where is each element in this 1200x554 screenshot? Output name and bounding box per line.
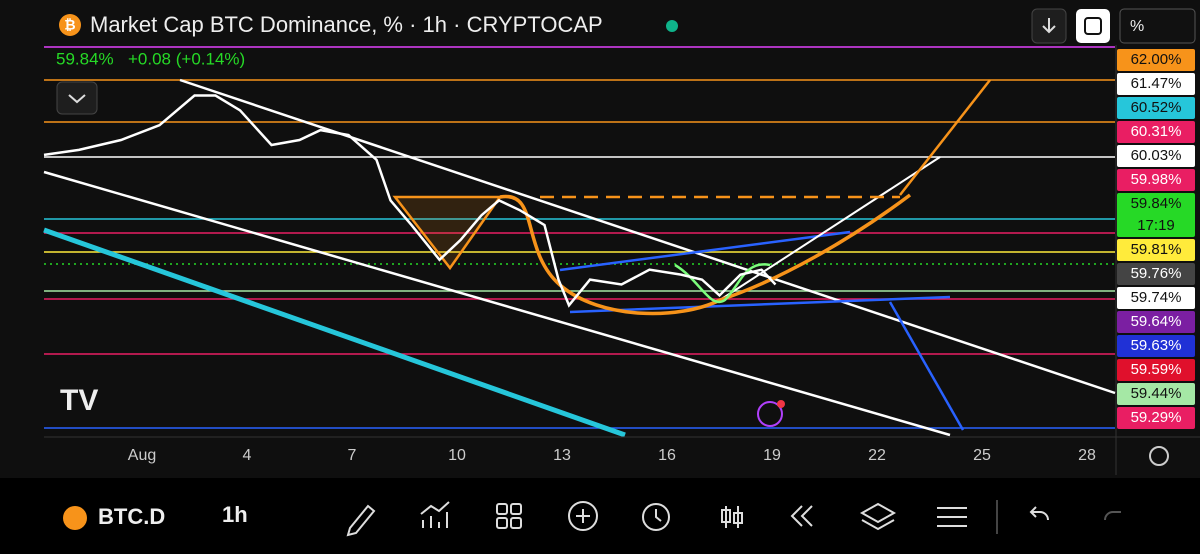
scale-button[interactable] [1119, 8, 1196, 44]
symbol-icon [63, 506, 87, 530]
x-tick-label: Aug [128, 447, 156, 464]
price-label-box [1117, 335, 1195, 357]
price-label-box [1117, 263, 1195, 285]
price-label: 59.44% [1131, 385, 1182, 402]
plot [43, 94, 777, 308]
price-label: 60.03% [1131, 147, 1182, 164]
collapse-icon [68, 94, 86, 104]
countdown: 17:19 [1137, 217, 1175, 234]
scale-button-label: % [1130, 18, 1144, 35]
layouts[interactable] [496, 503, 508, 515]
x-tick-label: 7 [348, 447, 357, 464]
collapse-button[interactable] [56, 81, 98, 115]
interval[interactable]: 1h [222, 502, 248, 527]
toolbar-icons [346, 500, 1121, 537]
fullscreen-icon [1084, 17, 1102, 35]
replay[interactable] [790, 505, 813, 527]
price-label-box [1117, 359, 1195, 381]
price-label: 60.52% [1131, 99, 1182, 116]
btc-icon [59, 14, 81, 36]
price-label: 59.59% [1131, 361, 1182, 378]
price-label-box [1117, 73, 1195, 95]
x-tick-label: 22 [868, 447, 886, 464]
x-tick-label: 25 [973, 447, 991, 464]
price-label-box [1117, 287, 1195, 309]
drawings [43, 78, 1116, 438]
price-label: 60.31% [1131, 123, 1182, 140]
price-label: 59.76% [1131, 265, 1182, 282]
fullscreen-button[interactable] [1076, 9, 1110, 43]
price-label-box [1117, 49, 1195, 71]
price-label: 59.63% [1131, 337, 1182, 354]
price-label-box [1117, 145, 1195, 167]
price-label-box [1117, 169, 1195, 191]
objects[interactable] [859, 502, 897, 531]
x-tick-label: 10 [448, 447, 466, 464]
x-tick-label: 28 [1078, 447, 1096, 464]
price-label-box [1117, 383, 1195, 405]
status-dot [666, 20, 678, 32]
indicators[interactable] [420, 501, 450, 528]
draw-tool[interactable] [346, 504, 376, 537]
chart-title: Market Cap BTC Dominance, % · 1h · CRYPT… [90, 12, 603, 37]
price-label: 59.29% [1131, 409, 1182, 426]
alert-dot [777, 400, 785, 408]
settings[interactable] [937, 507, 967, 527]
price-line [43, 94, 777, 308]
price-label: 62.00% [1131, 51, 1182, 68]
price-label: 59.81% [1131, 241, 1182, 258]
download-icon [1042, 18, 1056, 34]
tv-logo: TV [60, 384, 98, 417]
x-tick-label: 16 [658, 447, 676, 464]
price-label: 59.84% [1131, 195, 1182, 212]
x-tick-label: 4 [243, 447, 252, 464]
price-label-box [1117, 407, 1195, 429]
settings-icon[interactable] [1149, 446, 1169, 466]
btc-icon-glyph: ₿ [64, 17, 75, 33]
price-label: 59.98% [1131, 171, 1182, 188]
price-label: 59.64% [1131, 313, 1182, 330]
price-label-box [1117, 193, 1195, 237]
price-change: +0.08 (+0.14%) [128, 49, 245, 68]
last-price: 59.84% [56, 49, 114, 68]
price-label: 59.74% [1131, 289, 1182, 306]
add[interactable] [568, 501, 598, 531]
toolbar [0, 478, 1200, 554]
x-tick-label: 13 [553, 447, 571, 464]
levels [44, 46, 1115, 429]
symbol[interactable]: BTC.D [98, 504, 165, 529]
price-label-box [1117, 121, 1195, 143]
price-scale: 62.00% 61.47% 60.52% 60.31% 60.03% 59.98% 59.8… [1117, 49, 1195, 429]
redo [1104, 511, 1121, 521]
alert-icon[interactable] [757, 401, 783, 427]
alerts[interactable] [642, 503, 670, 531]
x-tick-label: 19 [763, 447, 781, 464]
price-label-box [1117, 239, 1195, 261]
undo[interactable] [1029, 506, 1049, 521]
price-label: 61.47% [1131, 75, 1182, 92]
price-label-box [1117, 311, 1195, 333]
price-label-box [1117, 97, 1195, 119]
